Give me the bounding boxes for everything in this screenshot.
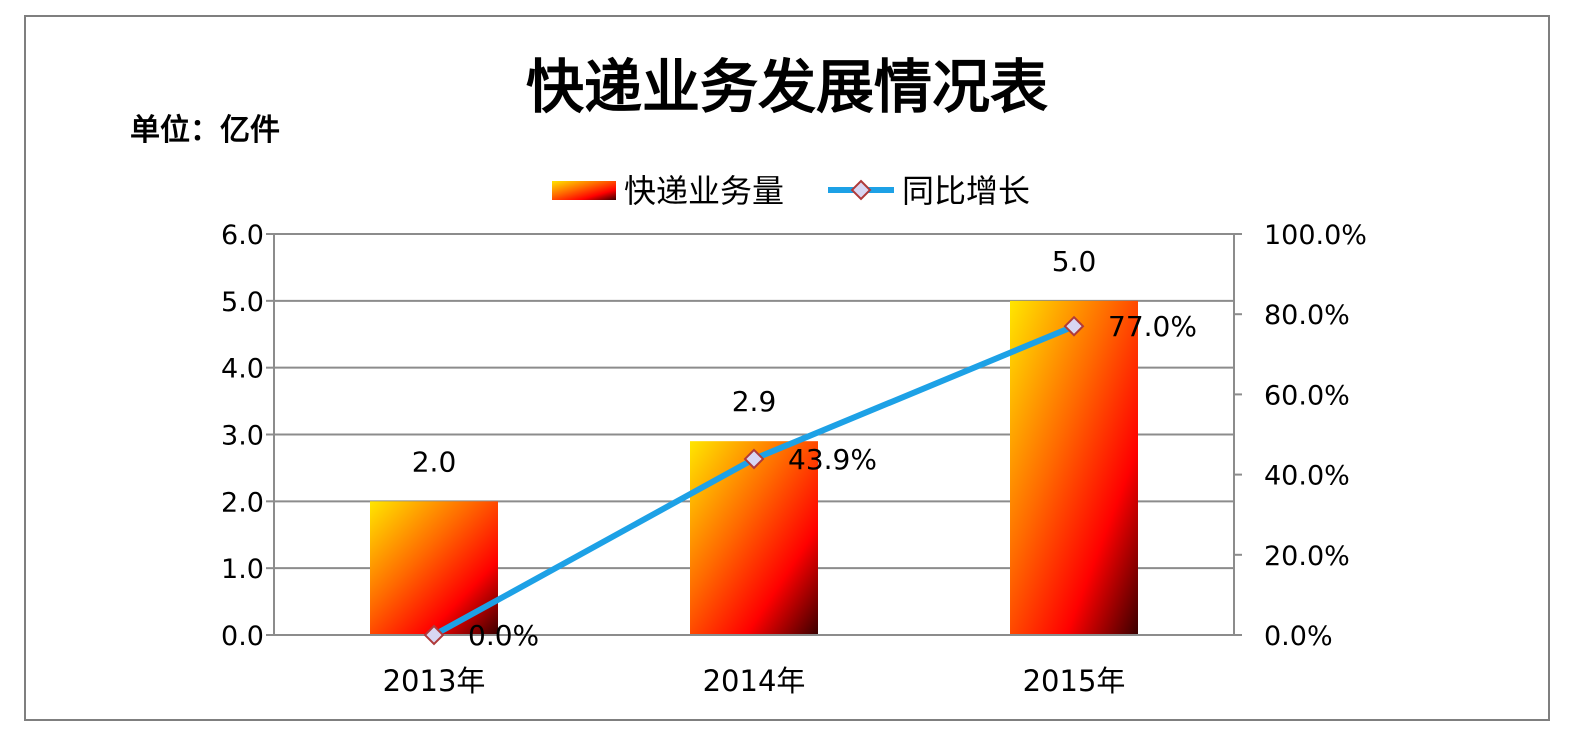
- right-tick-label: 60.0%: [1264, 380, 1350, 411]
- left-tick-label: 0.0: [221, 621, 264, 652]
- unit-label: 单位：亿件: [130, 113, 280, 148]
- right-tick-label: 0.0%: [1264, 621, 1333, 652]
- legend-marker-diamond: [850, 179, 872, 201]
- bar-value-label: 2.0: [412, 445, 457, 478]
- line-value-label: 77.0%: [1108, 310, 1197, 343]
- legend-label-bar: 快递业务量: [624, 172, 784, 210]
- chart-title: 快递业务发展情况表: [526, 53, 1048, 121]
- right-tick-label: 80.0%: [1264, 300, 1350, 331]
- bar: [370, 501, 498, 635]
- line-value-label: 43.9%: [788, 443, 877, 476]
- line-point-marker: [1063, 315, 1085, 337]
- bar: [690, 441, 818, 635]
- left-tick-label: 5.0: [221, 287, 264, 318]
- tick-labels: 0.0 1.0 2.0 3.0 4.0 5.0 6.0 0.0% 20.0% 40.0% 60.0%…: [221, 220, 1367, 698]
- bar: [1010, 300, 1138, 635]
- category-label: 2013年: [383, 664, 486, 698]
- left-tick-label: 6.0: [221, 220, 264, 251]
- right-tick-label: 20.0%: [1264, 541, 1350, 572]
- legend-swatch-bar: [552, 181, 616, 200]
- left-tick-label: 1.0: [221, 554, 264, 585]
- data-labels: 2.0 2.9 5.0 0.0% 43.9% 77.0%: [412, 245, 1197, 652]
- legend-label-line: 同比增长: [902, 172, 1030, 210]
- right-tick-label: 100.0%: [1264, 220, 1367, 251]
- growth-line: [423, 315, 1085, 646]
- left-tick-label: 4.0: [221, 354, 264, 385]
- line-value-label: 0.0%: [468, 619, 539, 652]
- category-label: 2014年: [703, 664, 806, 698]
- bar-value-label: 5.0: [1052, 245, 1097, 278]
- bar-value-label: 2.9: [732, 385, 777, 418]
- line-point-marker: [423, 624, 445, 646]
- line-point-marker: [743, 448, 765, 470]
- legend: 快递业务量 同比增长: [552, 172, 1030, 210]
- left-tick-label: 2.0: [221, 487, 264, 518]
- right-tick-label: 40.0%: [1264, 461, 1350, 492]
- category-label: 2015年: [1023, 664, 1126, 698]
- left-tick-label: 3.0: [221, 421, 264, 452]
